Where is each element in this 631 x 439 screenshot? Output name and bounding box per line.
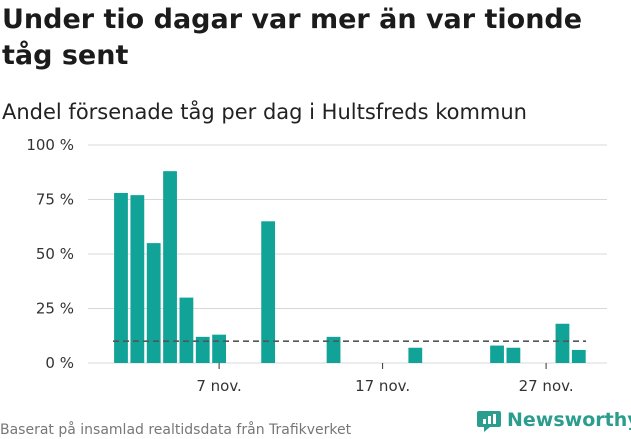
bar-day-14 [326,336,341,363]
bar-day-25 [506,347,521,363]
bar-day-2 [130,195,145,363]
chart-subtitle: Andel försenade tåg per dag i Hultsfreds… [2,100,527,124]
y-tick-label: 75 % [36,191,74,209]
newsworthy-logo-icon [477,411,501,432]
bar-day-4 [163,171,177,363]
bar-day-24 [490,345,504,363]
y-tick-label: 50 % [36,245,74,263]
bar-day-19 [408,347,423,363]
y-tick-label: 0 % [45,354,74,372]
brand-logo: Newsworthy [476,407,631,433]
y-tick-label: 25 % [36,300,74,318]
x-tick-label: 27 nov. [519,377,574,395]
y-axis-ticks: 0 % 25 % 50 % 75 % 100 % [26,136,74,372]
bar-day-3 [146,243,161,363]
bar-day-28 [555,323,570,363]
x-tick-label: 7 nov. [196,377,241,395]
brand-name: Newsworthy [507,409,631,431]
bar-day-1 [114,192,128,363]
source-note: Baserat på insamlad realtidsdata från Tr… [0,422,352,438]
bar-day-29 [571,349,586,363]
chart-title: Under tio dagar var mer än var tionde tå… [2,4,583,71]
bar-day-5 [179,297,194,363]
bar-day-7 [212,334,226,363]
bar-day-10 [261,221,276,363]
y-tick-label: 100 % [26,136,74,154]
bar-day-6 [195,336,210,363]
x-axis-ticks: 7 nov. 17 nov. 27 nov. [196,363,574,395]
x-tick-label: 17 nov. [355,377,410,395]
